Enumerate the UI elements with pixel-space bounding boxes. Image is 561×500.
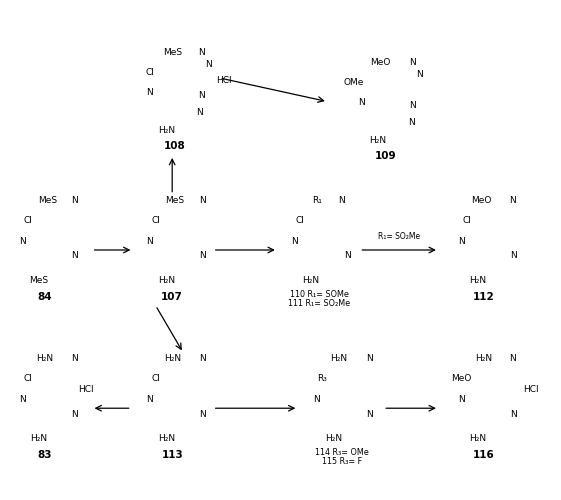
Text: MeO: MeO: [370, 58, 390, 66]
Text: 111 R₁= SO₂Me: 111 R₁= SO₂Me: [288, 299, 351, 308]
Text: 113: 113: [162, 450, 183, 460]
Text: 109: 109: [375, 151, 397, 161]
Text: N: N: [196, 108, 203, 117]
Text: N: N: [72, 196, 79, 205]
Text: N: N: [511, 410, 517, 418]
Text: N: N: [205, 60, 211, 69]
Text: N: N: [458, 395, 465, 404]
Text: H₂N: H₂N: [330, 354, 347, 364]
Text: MeS: MeS: [163, 48, 182, 56]
Text: N: N: [72, 252, 79, 260]
Text: H₂N: H₂N: [158, 276, 175, 285]
Text: 114 R₃= OMe: 114 R₃= OMe: [315, 448, 369, 457]
Text: N: N: [408, 118, 415, 127]
Text: H₂N: H₂N: [158, 434, 175, 444]
Text: Cl: Cl: [145, 68, 154, 78]
Text: N: N: [291, 236, 298, 246]
Text: N: N: [146, 88, 153, 98]
Text: R₃: R₃: [317, 374, 327, 383]
Text: H₂N: H₂N: [158, 126, 175, 135]
Text: 116: 116: [472, 450, 494, 460]
Text: 112: 112: [472, 292, 494, 302]
Text: HCl: HCl: [216, 76, 232, 86]
Text: N: N: [509, 354, 516, 364]
Text: N: N: [199, 410, 206, 418]
Text: Cl: Cl: [151, 374, 160, 383]
Text: N: N: [198, 48, 205, 56]
Text: Cl: Cl: [24, 216, 32, 225]
Text: H₂N: H₂N: [469, 434, 486, 444]
Text: HCl: HCl: [79, 385, 94, 394]
Text: MeS: MeS: [165, 196, 185, 205]
Text: N: N: [72, 354, 79, 364]
Text: H₂N: H₂N: [164, 354, 181, 364]
Text: N: N: [509, 196, 516, 205]
Text: OMe: OMe: [344, 78, 364, 88]
Text: N: N: [366, 354, 373, 364]
Text: N: N: [146, 236, 153, 246]
Text: H₂N: H₂N: [325, 434, 342, 444]
Text: N: N: [358, 98, 365, 107]
Text: 107: 107: [161, 292, 183, 302]
Text: MeS: MeS: [38, 196, 57, 205]
Text: N: N: [19, 395, 26, 404]
Text: 84: 84: [37, 292, 52, 302]
Text: MeO: MeO: [471, 196, 492, 205]
Text: N: N: [410, 58, 416, 66]
Text: N: N: [344, 252, 351, 260]
Text: MeS: MeS: [29, 276, 48, 285]
Text: H₂N: H₂N: [369, 136, 387, 144]
Text: N: N: [410, 101, 416, 110]
Text: N: N: [199, 252, 206, 260]
Text: N: N: [338, 196, 345, 205]
Text: 110 R₁= SOMe: 110 R₁= SOMe: [290, 290, 349, 299]
Text: N: N: [72, 410, 79, 418]
Text: H₂N: H₂N: [469, 276, 486, 285]
Text: 115 R₃= F: 115 R₃= F: [321, 457, 362, 466]
Text: N: N: [19, 236, 26, 246]
Text: H₂N: H₂N: [36, 354, 53, 364]
Text: Cl: Cl: [24, 374, 32, 383]
Text: N: N: [416, 70, 423, 79]
Text: HCl: HCl: [523, 385, 538, 394]
Text: N: N: [198, 91, 205, 100]
Text: N: N: [199, 354, 206, 364]
Text: H₂N: H₂N: [302, 276, 320, 285]
Text: H₂N: H₂N: [475, 354, 492, 364]
Text: N: N: [199, 196, 206, 205]
Text: 83: 83: [37, 450, 52, 460]
Text: R₁= SO₂Me: R₁= SO₂Me: [378, 232, 420, 241]
Text: R₁: R₁: [312, 196, 321, 205]
Text: H₂N: H₂N: [30, 434, 48, 444]
Text: 108: 108: [164, 141, 186, 151]
Text: Cl: Cl: [296, 216, 305, 225]
Text: N: N: [313, 395, 320, 404]
Text: N: N: [366, 410, 373, 418]
Text: Cl: Cl: [462, 216, 471, 225]
Text: N: N: [511, 252, 517, 260]
Text: MeO: MeO: [451, 374, 471, 383]
Text: Cl: Cl: [151, 216, 160, 225]
Text: N: N: [146, 395, 153, 404]
Text: N: N: [458, 236, 465, 246]
